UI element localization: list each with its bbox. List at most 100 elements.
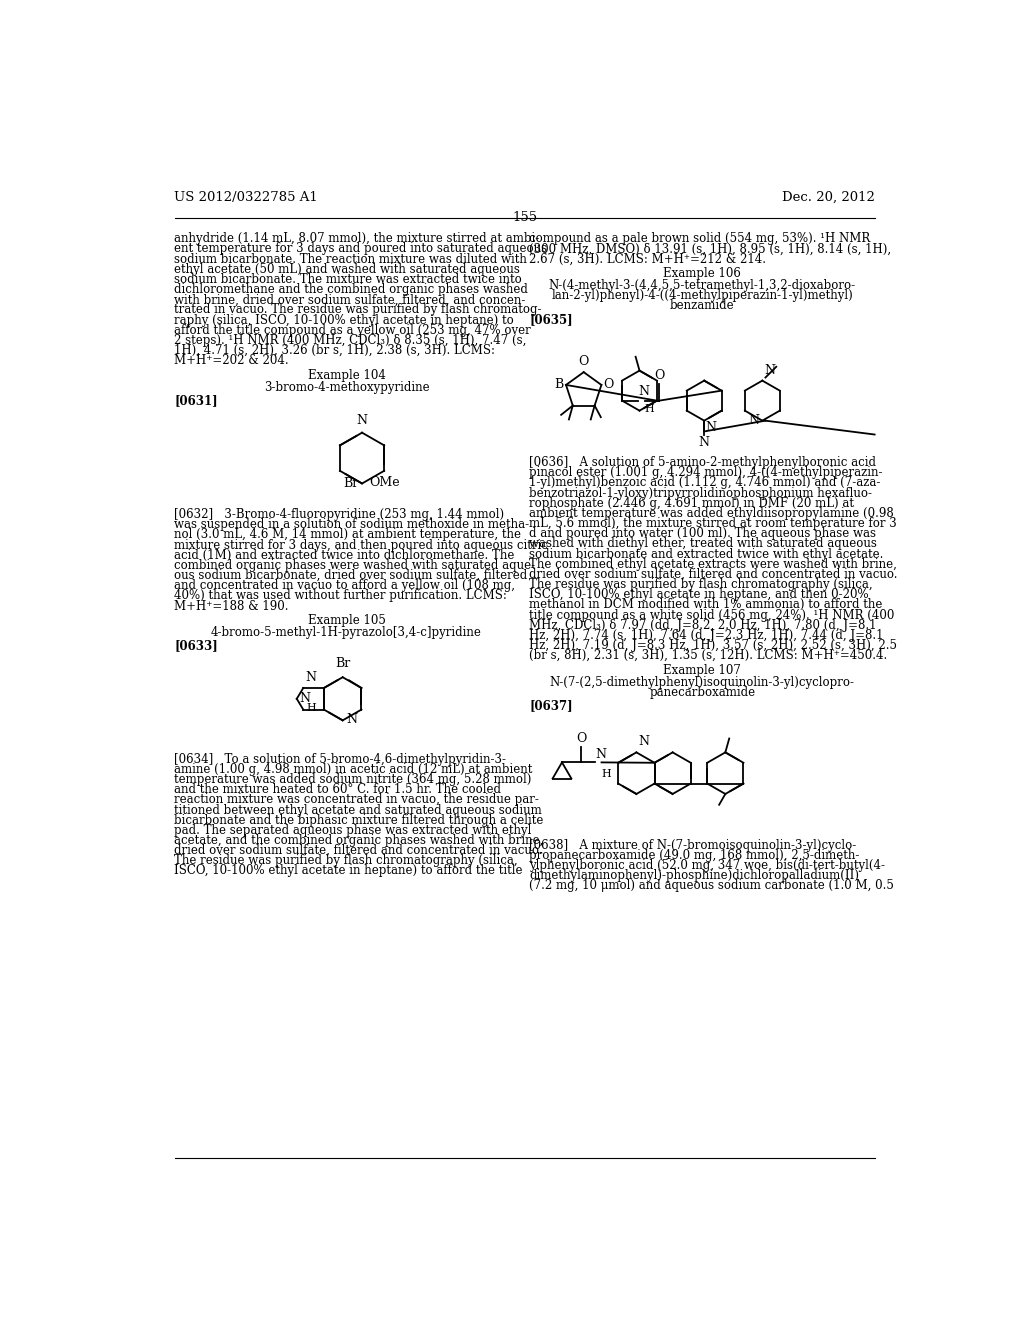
Text: dichloromethane and the combined organic phases washed: dichloromethane and the combined organic… xyxy=(174,284,528,296)
Text: [0638]   A mixture of N-(7-bromoisoquinolin-3-yl)cyclo-: [0638] A mixture of N-(7-bromoisoquinoli… xyxy=(529,838,857,851)
Text: 155: 155 xyxy=(512,211,538,224)
Text: Dec. 20, 2012: Dec. 20, 2012 xyxy=(782,191,876,203)
Text: [0631]: [0631] xyxy=(174,393,218,407)
Text: d and poured into water (100 ml). The aqueous phase was: d and poured into water (100 ml). The aq… xyxy=(529,527,877,540)
Text: 1H), 4.71 (s, 2H), 3.26 (br s, 1H), 2.38 (s, 3H). LCMS:: 1H), 4.71 (s, 2H), 3.26 (br s, 1H), 2.38… xyxy=(174,345,496,358)
Text: O: O xyxy=(604,379,614,392)
Text: acid (1M) and extracted twice into dichloromethane. The: acid (1M) and extracted twice into dichl… xyxy=(174,549,515,562)
Text: reaction mixture was concentrated in vacuo, the residue par-: reaction mixture was concentrated in vac… xyxy=(174,793,540,807)
Text: H: H xyxy=(644,404,654,414)
Text: O: O xyxy=(579,355,589,368)
Text: and concentrated in vacuo to afford a yellow oil (108 mg,: and concentrated in vacuo to afford a ye… xyxy=(174,579,515,593)
Text: Example 106: Example 106 xyxy=(664,268,741,280)
Text: acetate, and the combined organic phases washed with brine,: acetate, and the combined organic phases… xyxy=(174,834,544,847)
Text: N-(4-methyl-3-(4,4,5,5-tetramethyl-1,3,2-dioxaboro-: N-(4-methyl-3-(4,4,5,5-tetramethyl-1,3,2… xyxy=(549,279,856,292)
Text: rophosphate (2.446 g, 4.691 mmol) in DMF (20 mL) at: rophosphate (2.446 g, 4.691 mmol) in DMF… xyxy=(529,496,854,510)
Text: Hz, 2H), 7.74 (s, 1H), 7.64 (d, J=2.3 Hz, 1H), 7.44 (d, J=8.1: Hz, 2H), 7.74 (s, 1H), 7.64 (d, J=2.3 Hz… xyxy=(529,628,884,642)
Text: [0632]   3-Bromo-4-fluoropyridine (253 mg, 1.44 mmol): [0632] 3-Bromo-4-fluoropyridine (253 mg,… xyxy=(174,508,505,521)
Text: Br: Br xyxy=(335,656,350,669)
Text: ethyl acetate (50 mL) and washed with saturated aqueous: ethyl acetate (50 mL) and washed with sa… xyxy=(174,263,520,276)
Text: [0635]: [0635] xyxy=(529,313,573,326)
Text: benzamide: benzamide xyxy=(670,300,734,313)
Text: 3-bromo-4-methoxypyridine: 3-bromo-4-methoxypyridine xyxy=(264,380,429,393)
Text: titioned between ethyl acetate and saturated aqueous sodium: titioned between ethyl acetate and satur… xyxy=(174,804,543,817)
Text: (300 MHz, DMSO) δ 13.91 (s, 1H), 8.95 (s, 1H), 8.14 (s, 1H),: (300 MHz, DMSO) δ 13.91 (s, 1H), 8.95 (s… xyxy=(529,243,892,256)
Text: US 2012/0322785 A1: US 2012/0322785 A1 xyxy=(174,191,318,203)
Text: raphy (silica, ISCO, 10-100% ethyl acetate in heptane) to: raphy (silica, ISCO, 10-100% ethyl aceta… xyxy=(174,314,514,326)
Text: The combined ethyl acetate extracts were washed with brine,: The combined ethyl acetate extracts were… xyxy=(529,558,897,570)
Text: N: N xyxy=(356,414,368,428)
Text: ous sodium bicarbonate, dried over sodium sulfate, filtered: ous sodium bicarbonate, dried over sodiu… xyxy=(174,569,527,582)
Text: N: N xyxy=(764,364,775,376)
Text: The residue was purified by flash chromatography (silica,: The residue was purified by flash chroma… xyxy=(174,854,518,867)
Text: washed with diethyl ether, treated with saturated aqueous: washed with diethyl ether, treated with … xyxy=(529,537,878,550)
Text: Hz, 2H), 7.19 (d, J=8.3 Hz, 1H), 3.57 (s, 2H), 2.52 (s, 3H), 2.5: Hz, 2H), 7.19 (d, J=8.3 Hz, 1H), 3.57 (s… xyxy=(529,639,897,652)
Text: 2 steps). ¹H NMR (400 MHz, CDCl₃) δ 8.35 (s, 1H), 7.47 (s,: 2 steps). ¹H NMR (400 MHz, CDCl₃) δ 8.35… xyxy=(174,334,527,347)
Text: Example 107: Example 107 xyxy=(664,664,741,677)
Text: (7.2 mg, 10 μmol) and aqueous sodium carbonate (1.0 M, 0.5: (7.2 mg, 10 μmol) and aqueous sodium car… xyxy=(529,879,894,892)
Text: combined organic phases were washed with saturated aque-: combined organic phases were washed with… xyxy=(174,558,536,572)
Text: ambient temperature was added ethyldiisopropylamine (0.98: ambient temperature was added ethyldiiso… xyxy=(529,507,894,520)
Text: [0633]: [0633] xyxy=(174,639,218,652)
Text: sodium bicarbonate and extracted twice with ethyl acetate.: sodium bicarbonate and extracted twice w… xyxy=(529,548,884,561)
Text: propanecarboxamide (49.0 mg, 168 mmol), 2,5-dimeth-: propanecarboxamide (49.0 mg, 168 mmol), … xyxy=(529,849,860,862)
Text: Example 104: Example 104 xyxy=(307,370,385,381)
Text: Example 105: Example 105 xyxy=(307,614,385,627)
Text: ent temperature for 3 days and poured into saturated aqueous: ent temperature for 3 days and poured in… xyxy=(174,243,548,256)
Text: title compound as a white solid (456 mg, 24%). ¹H NMR (400: title compound as a white solid (456 mg,… xyxy=(529,609,895,622)
Text: The residue was purified by flash chromatography (silica,: The residue was purified by flash chroma… xyxy=(529,578,873,591)
Text: MHz, CDCl₃) δ 7.97 (dd, J=8.2, 2.0 Hz, 1H), 7.80 (d, J=8.1: MHz, CDCl₃) δ 7.97 (dd, J=8.2, 2.0 Hz, 1… xyxy=(529,619,877,632)
Text: N: N xyxy=(639,735,649,747)
Text: M+H⁺=202 & 204.: M+H⁺=202 & 204. xyxy=(174,354,289,367)
Text: 4-bromo-5-methyl-1H-pyrazolo[3,4-c]pyridine: 4-bromo-5-methyl-1H-pyrazolo[3,4-c]pyrid… xyxy=(211,626,482,639)
Text: N-(7-(2,5-dimethylphenyl)isoquinolin-3-yl)cyclopro-: N-(7-(2,5-dimethylphenyl)isoquinolin-3-y… xyxy=(550,676,855,689)
Text: 1-yl)methyl)benzoic acid (1.112 g, 4.746 mmol) and (7-aza-: 1-yl)methyl)benzoic acid (1.112 g, 4.746… xyxy=(529,477,881,490)
Text: trated in vacuo. The residue was purified by flash chromatog-: trated in vacuo. The residue was purifie… xyxy=(174,304,542,317)
Text: N: N xyxy=(305,671,316,684)
Text: pinacol ester (1.001 g, 4.294 mmol), 4-((4-methylpiperazin-: pinacol ester (1.001 g, 4.294 mmol), 4-(… xyxy=(529,466,883,479)
Text: amine (1.00 g, 4.98 mmol) in acetic acid (12 mL) at ambient: amine (1.00 g, 4.98 mmol) in acetic acid… xyxy=(174,763,532,776)
Text: H: H xyxy=(601,768,611,779)
Text: N: N xyxy=(698,436,710,449)
Text: panecarboxamide: panecarboxamide xyxy=(649,686,756,698)
Text: 40%) that was used without further purification. LCMS:: 40%) that was used without further purif… xyxy=(174,590,507,602)
Text: O: O xyxy=(577,733,587,746)
Text: N: N xyxy=(638,385,649,399)
Text: methanol in DCM modified with 1% ammonia) to afford the: methanol in DCM modified with 1% ammonia… xyxy=(529,598,883,611)
Text: pad. The separated aqueous phase was extracted with ethyl: pad. The separated aqueous phase was ext… xyxy=(174,824,531,837)
Text: B: B xyxy=(554,379,563,392)
Text: benzotriazol-1-yloxy)tripyrrolidinophosphonium hexafluo-: benzotriazol-1-yloxy)tripyrrolidinophosp… xyxy=(529,487,872,499)
Text: dried over sodium sulfate, filtered and concentrated in vacuo.: dried over sodium sulfate, filtered and … xyxy=(174,845,543,857)
Text: (br s, 8H), 2.31 (s, 3H), 1.35 (s, 12H). LCMS: M+H⁺=450.4.: (br s, 8H), 2.31 (s, 3H), 1.35 (s, 12H).… xyxy=(529,649,888,663)
Text: with brine, dried over sodium sulfate, filtered, and concen-: with brine, dried over sodium sulfate, f… xyxy=(174,293,526,306)
Text: dimethylaminophenyl)-phosphine)dichloropalladium(II): dimethylaminophenyl)-phosphine)dichlorop… xyxy=(529,869,859,882)
Text: O: O xyxy=(654,370,665,383)
Text: H: H xyxy=(306,704,315,713)
Text: N: N xyxy=(706,421,717,434)
Text: afford the title compound as a yellow oil (253 mg, 47% over: afford the title compound as a yellow oi… xyxy=(174,323,531,337)
Text: sodium bicarbonate. The reaction mixture was diluted with: sodium bicarbonate. The reaction mixture… xyxy=(174,252,527,265)
Text: M+H⁺=188 & 190.: M+H⁺=188 & 190. xyxy=(174,599,289,612)
Text: N: N xyxy=(299,692,310,705)
Text: Br: Br xyxy=(344,477,359,490)
Text: anhydride (1.14 mL, 8.07 mmol), the mixture stirred at ambi-: anhydride (1.14 mL, 8.07 mmol), the mixt… xyxy=(174,232,540,246)
Text: ISCO, 10-100% ethyl acetate in heptane) to afford the title: ISCO, 10-100% ethyl acetate in heptane) … xyxy=(174,865,523,878)
Text: [0637]: [0637] xyxy=(529,700,573,711)
Text: ylphenylboronic acid (52.0 mg, 347 woe, bis(di-tert-butyl(4-: ylphenylboronic acid (52.0 mg, 347 woe, … xyxy=(529,859,886,873)
Text: N: N xyxy=(595,748,606,760)
Text: N: N xyxy=(346,713,357,726)
Text: 2.67 (s, 3H). LCMS: M+H⁺=212 & 214.: 2.67 (s, 3H). LCMS: M+H⁺=212 & 214. xyxy=(529,252,766,265)
Text: and the mixture heated to 60° C. for 1.5 hr. The cooled: and the mixture heated to 60° C. for 1.5… xyxy=(174,783,502,796)
Text: mL, 5.6 mmol), the mixture stirred at room temperature for 3: mL, 5.6 mmol), the mixture stirred at ro… xyxy=(529,517,897,531)
Text: mixture stirred for 3 days, and then poured into aqueous citric: mixture stirred for 3 days, and then pou… xyxy=(174,539,549,552)
Text: bicarbonate and the biphasic mixture filtered through a celite: bicarbonate and the biphasic mixture fil… xyxy=(174,813,544,826)
Text: OMe: OMe xyxy=(369,477,399,490)
Text: N: N xyxy=(749,414,759,428)
Text: [0636]   A solution of 5-amino-2-methylphenylboronic acid: [0636] A solution of 5-amino-2-methylphe… xyxy=(529,457,877,469)
Text: temperature was added sodium nitrite (364 mg, 5.28 mmol): temperature was added sodium nitrite (36… xyxy=(174,774,531,785)
Text: compound as a pale brown solid (554 mg, 53%). ¹H NMR: compound as a pale brown solid (554 mg, … xyxy=(529,232,870,246)
Text: dried over sodium sulfate, filtered and concentrated in vacuo.: dried over sodium sulfate, filtered and … xyxy=(529,568,898,581)
Text: nol (3.0 mL, 4.6 M, 14 mmol) at ambient temperature, the: nol (3.0 mL, 4.6 M, 14 mmol) at ambient … xyxy=(174,528,521,541)
Text: lan-2-yl)phenyl)-4-((4-methylpiperazin-1-yl)methyl): lan-2-yl)phenyl)-4-((4-methylpiperazin-1… xyxy=(551,289,853,302)
Text: [0634]   To a solution of 5-bromo-4,6-dimethylpyridin-3-: [0634] To a solution of 5-bromo-4,6-dime… xyxy=(174,752,507,766)
